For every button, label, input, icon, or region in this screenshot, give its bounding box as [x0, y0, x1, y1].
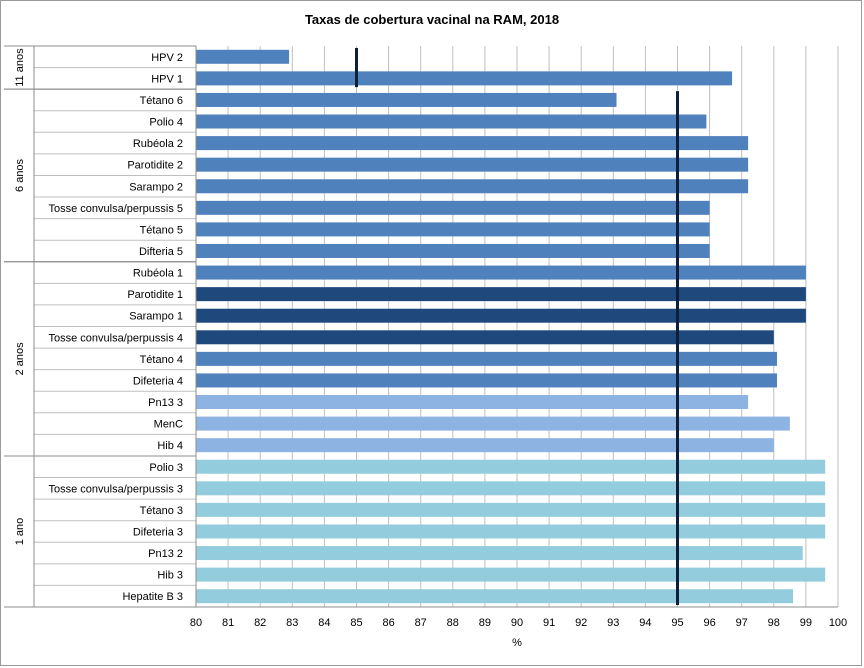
bar — [196, 157, 749, 172]
category-label: Tosse convulsa/perpussis 4 — [48, 332, 183, 344]
x-tick-label: 91 — [543, 617, 555, 629]
bar — [196, 114, 707, 129]
category-label: Pn13 3 — [148, 397, 183, 409]
category-labels: HPV 2 HPV 1 Tétano 6 Polio 4 Rubéola 2 Paroti… — [48, 52, 183, 603]
bar — [196, 200, 710, 215]
category-label: Difteria 5 — [139, 246, 183, 258]
x-tick-label: 98 — [768, 617, 780, 629]
category-label: Rubéola 2 — [133, 138, 183, 150]
category-label: Tosse convulsa/perpussis 5 — [48, 203, 183, 215]
category-label: Polio 4 — [149, 117, 183, 129]
category-label: Hib 3 — [157, 570, 183, 582]
bar — [196, 179, 749, 194]
category-label: HPV 2 — [151, 52, 183, 64]
category-label: Tétano 4 — [140, 354, 183, 366]
group-label: 2 anos — [14, 342, 26, 376]
bar — [196, 222, 710, 237]
bars — [196, 49, 826, 604]
category-label: Parotidite 2 — [127, 160, 183, 172]
bar — [196, 308, 806, 323]
category-label: HPV 1 — [151, 73, 183, 85]
x-tick-label: 87 — [415, 617, 427, 629]
category-label: Sarampo 1 — [129, 311, 183, 323]
bar — [196, 49, 290, 64]
category-label: Tétano 6 — [140, 95, 183, 107]
x-tick-label: 97 — [736, 617, 748, 629]
bar — [196, 481, 826, 496]
category-label: Difeteria 3 — [133, 526, 183, 538]
category-label: Tosse convulsa/perpussis 3 — [48, 483, 183, 495]
chart-title: Taxas de cobertura vacinal na RAM, 2018 — [304, 12, 560, 27]
bar — [196, 92, 617, 107]
bar — [196, 243, 710, 258]
gridlines — [195, 46, 839, 607]
x-tick-label: 82 — [254, 617, 266, 629]
category-label: Polio 3 — [149, 462, 183, 474]
category-label: Difeteria 4 — [133, 375, 183, 387]
category-label: Pn13 2 — [148, 548, 183, 560]
category-label: Rubéola 1 — [133, 268, 183, 280]
bar — [196, 524, 826, 539]
bar — [196, 459, 826, 474]
x-tick-label: 94 — [639, 617, 651, 629]
reference-lines — [355, 48, 679, 605]
x-tick-label: 88 — [447, 617, 459, 629]
x-tick-label: 92 — [575, 617, 587, 629]
x-tick-label: 80 — [190, 617, 202, 629]
category-label: MenC — [154, 419, 183, 431]
bar — [196, 330, 774, 345]
x-tick-label: 83 — [286, 617, 298, 629]
bar — [196, 373, 778, 388]
bar — [196, 438, 774, 453]
x-tick-label: 90 — [511, 617, 523, 629]
bar — [196, 416, 790, 431]
bar — [196, 395, 749, 410]
group-label: 1 ano — [14, 518, 26, 546]
category-label: Tétano 3 — [140, 505, 183, 517]
x-tick-label: 84 — [318, 617, 330, 629]
category-label: Sarampo 2 — [129, 181, 183, 193]
x-tick-label: 100 — [829, 617, 847, 629]
bar — [196, 265, 806, 280]
bar — [196, 351, 778, 366]
group-label: 6 anos — [14, 158, 26, 192]
x-tick-label: 95 — [671, 617, 683, 629]
bar — [196, 502, 826, 517]
x-tick-label: 86 — [382, 617, 394, 629]
x-tick-label: 81 — [222, 617, 234, 629]
group-labels: 11 anos 6 anos 2 anos 1 ano — [4, 45, 196, 608]
category-label: Hepatite B 3 — [122, 591, 183, 603]
category-label: Parotidite 1 — [127, 289, 183, 301]
category-label: Hib 4 — [157, 440, 183, 452]
bar — [196, 546, 803, 561]
bar — [196, 71, 733, 86]
x-tick-label: 89 — [479, 617, 491, 629]
x-tick-label: 99 — [800, 617, 812, 629]
x-tick-label: 96 — [703, 617, 715, 629]
group-label: 11 anos — [14, 48, 26, 87]
x-axis-label: % — [512, 637, 522, 649]
bar — [196, 567, 826, 582]
category-label: Tétano 5 — [140, 224, 183, 236]
bar — [196, 136, 749, 151]
x-tick-label: 93 — [607, 617, 619, 629]
bar — [196, 589, 794, 604]
x-tick-label: 85 — [350, 617, 362, 629]
bar — [196, 287, 806, 302]
